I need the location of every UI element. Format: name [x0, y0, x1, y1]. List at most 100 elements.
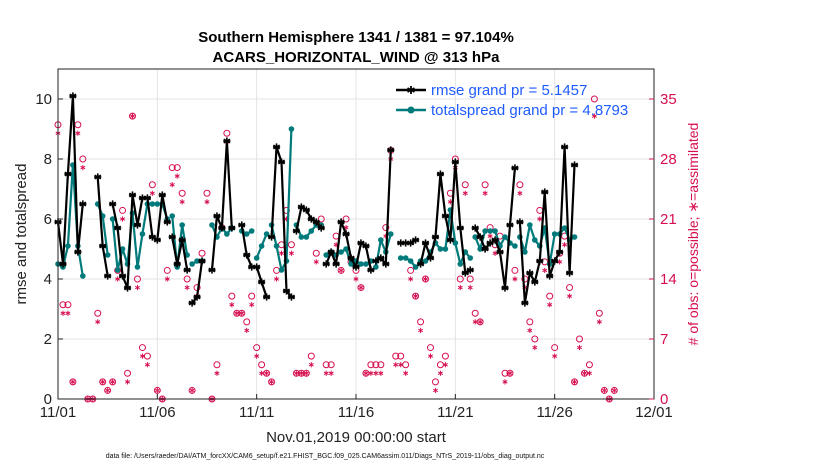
obs-assimilated-marker	[432, 387, 438, 394]
obs-possible-marker	[412, 292, 420, 300]
spread-point	[477, 246, 483, 252]
obs-assimilated-marker	[542, 267, 548, 274]
obs-assimilated-marker	[472, 319, 478, 325]
obs-assimilated-marker	[567, 293, 573, 299]
spread-point	[104, 252, 111, 258]
rmse-line	[518, 145, 576, 305]
obs-possible-marker	[585, 361, 593, 369]
obs-assimilated-marker	[596, 319, 602, 325]
rmse-point	[223, 137, 231, 145]
spread-point	[169, 213, 176, 219]
spread-point	[551, 231, 558, 237]
obs-assimilated-marker	[149, 190, 155, 196]
obs-possible-marker	[571, 378, 579, 386]
data-file-footer: data file: /Users/raeder/DAI/ATM_forcXX/…	[106, 453, 545, 460]
obs-possible-marker	[566, 284, 574, 292]
obs-possible-marker	[516, 181, 524, 189]
obs-assimilated-marker	[274, 276, 280, 282]
rmse-point	[561, 143, 569, 151]
rmse-point	[213, 212, 221, 220]
obs-possible-marker	[233, 309, 241, 317]
x-tick-label: 11/11	[239, 404, 274, 421]
y-right-tick-label: 21	[660, 211, 677, 228]
spread-point	[179, 222, 185, 228]
y-axis-right-label: # of obs: o=possible; ∗=assimilated	[685, 123, 701, 346]
y-axis-label: rmse and totalspread	[13, 164, 30, 305]
obs-possible-marker	[59, 301, 67, 309]
rmse-point	[114, 224, 122, 232]
spread-point	[472, 234, 479, 240]
obs-assimilated-marker	[229, 302, 235, 308]
rmse-point	[258, 278, 266, 286]
spread-point	[512, 243, 518, 249]
obs-possible-marker	[501, 369, 509, 377]
rmse-point	[277, 158, 286, 166]
obs-assimilated-marker	[75, 130, 81, 136]
rmse-point	[312, 218, 320, 226]
y-right-tick-label: 0	[660, 391, 668, 408]
rmse-point	[253, 263, 261, 271]
rmse-point	[79, 200, 87, 208]
obs-assimilated-marker	[408, 276, 414, 282]
obs-possible-marker	[178, 189, 186, 197]
rmse-point	[218, 224, 226, 232]
x-tick-label: 11/26	[536, 404, 572, 421]
spread-point	[303, 234, 310, 240]
obs-assimilated-marker	[403, 370, 409, 376]
rmse-point	[178, 236, 186, 244]
rmse-point	[133, 221, 142, 229]
obs-possible-marker	[392, 352, 400, 360]
obs-assimilated-marker	[328, 370, 334, 376]
obs-assimilated-marker	[204, 199, 210, 205]
obs-possible-marker	[263, 369, 271, 377]
obs-assimilated-marker	[239, 310, 245, 316]
obs-possible-marker	[580, 369, 588, 377]
spread-point	[149, 201, 156, 207]
spread-point	[561, 225, 568, 231]
rmse-point	[536, 257, 544, 265]
spread-point	[308, 228, 315, 234]
obs-possible-marker	[466, 275, 474, 283]
obs-possible-marker	[407, 266, 415, 274]
rmse-point	[263, 293, 271, 301]
obs-assimilated-marker	[134, 284, 140, 291]
obs-possible-marker	[441, 352, 449, 360]
obs-assimilated-marker	[601, 387, 607, 394]
rmse-point	[451, 158, 459, 166]
obs-possible-marker	[427, 344, 434, 352]
rmse-point	[471, 224, 479, 232]
rmse-point	[69, 92, 77, 100]
obs-assimilated-marker	[125, 379, 131, 385]
spread-line	[374, 233, 392, 268]
obs-assimilated-marker	[591, 113, 597, 119]
rmse-point	[332, 260, 340, 268]
obs-possible-marker	[536, 206, 544, 214]
rmse-point	[521, 299, 529, 307]
obs-assimilated-marker	[537, 216, 543, 222]
y-right-tick-label: 7	[660, 331, 668, 348]
obs-assimilated-marker	[70, 379, 76, 385]
spread-point	[189, 261, 195, 267]
rmse-point	[501, 284, 509, 292]
rmse-point	[556, 248, 564, 256]
obs-possible-marker	[248, 292, 256, 300]
spread-point	[258, 243, 265, 249]
obs-assimilated-marker	[100, 379, 106, 385]
obs-assimilated-marker	[174, 173, 180, 179]
spread-point	[80, 273, 86, 279]
obs-assimilated-marker	[517, 190, 523, 196]
spread-point	[527, 222, 533, 228]
rmse-point	[64, 170, 72, 178]
spread-point	[224, 231, 230, 237]
obs-assimilated-marker	[358, 284, 364, 291]
obs-assimilated-marker	[502, 379, 508, 385]
obs-assimilated-marker	[244, 327, 250, 334]
obs-possible-marker	[422, 275, 430, 283]
spread-point	[402, 255, 409, 261]
rmse-point	[168, 233, 176, 241]
obs-possible-marker	[183, 275, 191, 283]
rmse-point	[208, 266, 216, 274]
chart-subtitle: ACARS_HORIZONTAL_WIND @ 313 hPa	[213, 49, 501, 66]
rmse-point	[436, 170, 445, 178]
